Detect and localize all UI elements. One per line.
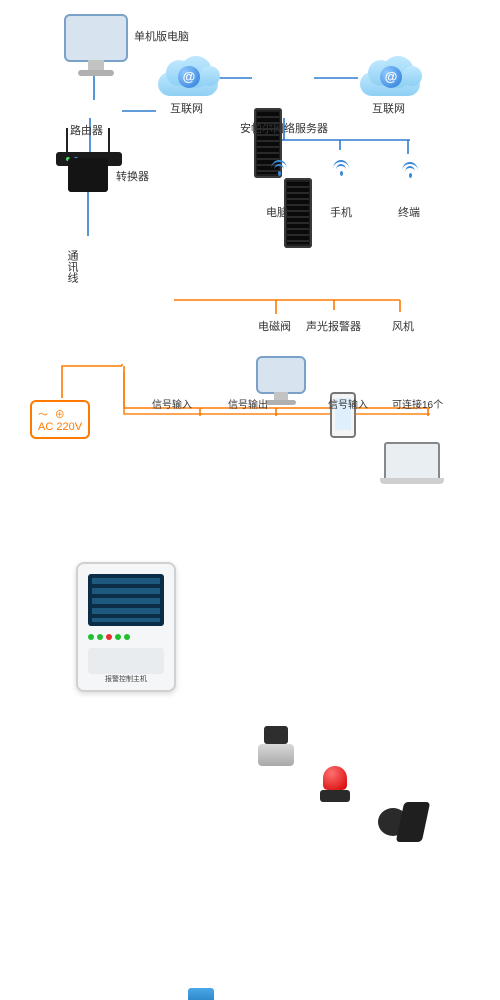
client-laptop-label: 终端 [398, 204, 420, 220]
client-laptop [384, 442, 440, 480]
wifi-icon [402, 162, 418, 178]
client-pc-label: 电脑 [266, 204, 288, 220]
signal-in-1-label: 信号输入 [152, 396, 192, 411]
power-label: AC 220V [38, 421, 82, 433]
client-phone-label: 手机 [330, 204, 352, 220]
internet-cloud-right: @ [360, 60, 420, 96]
fan-label: 风机 [392, 318, 414, 334]
valve-label: 电磁阀 [258, 318, 291, 334]
client-pc [256, 356, 306, 394]
alarm-controller: 报警控制主机 [76, 562, 176, 692]
power-symbol: ～ ⊕ [38, 406, 82, 421]
converter-label: 转换器 [116, 168, 149, 184]
solenoid-valve [258, 726, 294, 766]
server-rack-2 [284, 178, 312, 248]
router-label: 路由器 [70, 122, 103, 138]
internet-left-label: 互联网 [170, 100, 203, 116]
internet-cloud-left: @ [158, 60, 218, 96]
alarm-label: 声光报警器 [306, 318, 361, 334]
sensor-1 [184, 988, 218, 1000]
signal-in-2-label: 信号输入 [328, 396, 368, 411]
converter [68, 158, 108, 192]
power-ac220v: ～ ⊕ AC 220V [30, 400, 90, 439]
internet-right-label: 互联网 [372, 100, 405, 116]
sensor-max-label: 可连接16个 [392, 396, 443, 411]
fan [378, 802, 426, 842]
wifi-icon [271, 160, 287, 176]
comm-line-label: 通讯线 [64, 250, 80, 283]
signal-out-label: 信号输出 [228, 396, 268, 411]
standalone-pc-label: 单机版电脑 [134, 28, 189, 44]
controller-unit-label: 报警控制主机 [88, 674, 164, 684]
standalone-pc [64, 14, 128, 62]
wifi-icon [333, 160, 349, 176]
server-label: 安帕尔网络服务器 [240, 120, 328, 136]
audible-visual-alarm [320, 766, 350, 802]
